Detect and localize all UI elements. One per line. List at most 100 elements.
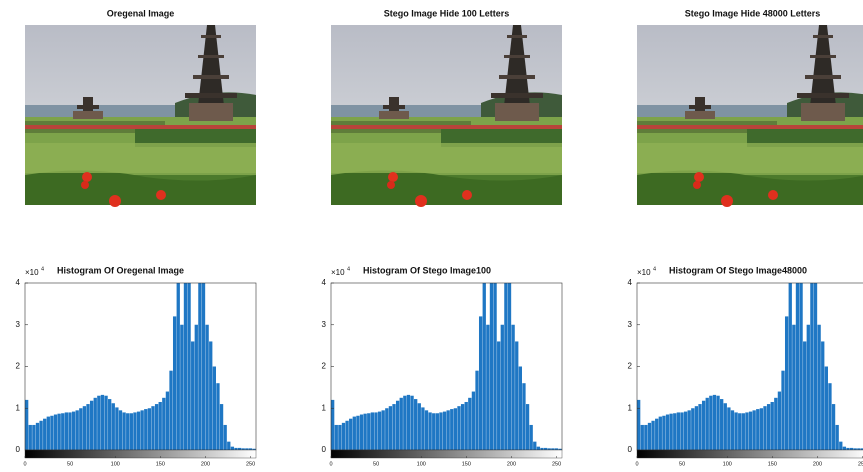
image (25, 25, 256, 207)
histogram-bar (651, 421, 654, 450)
image-title: Stego Image Hide 48000 Letters (685, 8, 821, 18)
histogram-bar (850, 448, 853, 450)
histogram-bar (122, 412, 125, 450)
histogram-bar (331, 400, 334, 450)
histogram-bar (508, 275, 511, 450)
x-tick-label: 200 (507, 461, 516, 467)
histogram-bar (90, 401, 93, 450)
histogram-bar (191, 341, 194, 450)
histogram-bar (234, 448, 237, 450)
histogram-bar (410, 396, 413, 450)
histogram-bar (353, 417, 356, 450)
histogram-bar (454, 408, 457, 450)
y-tick-label: 0 (16, 445, 21, 454)
histogram-bar (86, 404, 89, 450)
histogram-bar (461, 404, 464, 450)
histogram-bar (677, 412, 680, 450)
histogram-bar (378, 412, 381, 450)
histogram-bar (648, 423, 651, 450)
histogram-bar (101, 395, 104, 450)
y-scale-exponent: 4 (653, 266, 656, 272)
histogram-bar (224, 425, 227, 450)
histogram-bar (57, 414, 60, 450)
y-scale-base: ×10 (25, 268, 39, 277)
histogram-bar (97, 396, 100, 450)
histogram-bar (688, 410, 691, 450)
histogram-bar (202, 275, 205, 450)
histogram-bar (713, 395, 716, 450)
histogram-bar (177, 262, 180, 450)
x-tick-label: 50 (373, 461, 379, 467)
histogram-bar (533, 442, 536, 450)
y-tick-label: 2 (322, 362, 327, 371)
y-tick-label: 0 (628, 445, 633, 454)
y-tick-label: 0 (322, 445, 327, 454)
histogram-bar (115, 407, 118, 450)
histogram-bar (778, 392, 781, 450)
histogram-bar (104, 396, 107, 450)
histogram-bar (371, 412, 374, 450)
y-scale-base: ×10 (637, 268, 651, 277)
histogram-bar (753, 410, 756, 450)
histogram-bar (493, 220, 496, 450)
histogram-bar (356, 416, 359, 450)
y-tick-label: 1 (16, 403, 21, 412)
histogram-bar (814, 275, 817, 450)
histogram-bar (537, 447, 540, 450)
histogram-bar (374, 412, 377, 450)
histogram-bar (832, 404, 835, 450)
histogram-bar (447, 410, 450, 450)
histogram-bar (407, 395, 410, 450)
histogram-bar (220, 404, 223, 450)
y-scale-exponent: 4 (41, 266, 44, 272)
histogram-bar (360, 415, 363, 450)
x-tick-label: 150 (156, 461, 165, 467)
histogram-bar (428, 412, 431, 450)
histogram-bar (205, 325, 208, 450)
histogram-bar (155, 404, 158, 450)
histogram-bar (669, 414, 672, 450)
y-tick-label: 3 (16, 320, 21, 329)
chart-title: Histogram Of Oregenal Image (57, 265, 184, 275)
histogram-bar (792, 325, 795, 450)
histogram-bar (195, 325, 198, 450)
histogram-bar (662, 416, 665, 450)
histogram-bar (418, 403, 421, 450)
histogram-bar (198, 241, 201, 450)
y-tick-label: 2 (16, 362, 21, 371)
histogram-bar (389, 406, 392, 450)
histogram-bar (112, 403, 115, 450)
histogram-bar (731, 410, 734, 450)
x-tick-label: 100 (723, 461, 732, 467)
histogram-bar (774, 398, 777, 450)
histogram-bar (166, 392, 169, 450)
histogram-bar (720, 399, 723, 450)
histogram-bar (450, 409, 453, 450)
histogram-bar (349, 419, 352, 450)
histogram-bar (213, 367, 216, 451)
histogram-bar (799, 220, 802, 450)
histogram-bar (745, 412, 748, 450)
colorbar (637, 450, 863, 458)
histogram-bar (659, 417, 662, 450)
histogram-bar (187, 220, 190, 450)
histogram-bar (61, 413, 64, 450)
histogram-bar (706, 398, 709, 450)
histogram-bar (479, 316, 482, 450)
histogram-bar (727, 407, 730, 450)
histogram-bar (238, 448, 241, 450)
x-tick-label: 200 (813, 461, 822, 467)
plot-area (637, 220, 863, 450)
histogram-bar (763, 406, 766, 450)
histogram-bar (526, 404, 529, 450)
histogram-bar (414, 399, 417, 450)
histogram-bar (382, 410, 385, 450)
y-tick-label: 3 (322, 320, 327, 329)
y-tick-label: 4 (16, 278, 21, 287)
histogram-bar (680, 412, 683, 450)
histogram-bar (180, 325, 183, 450)
histogram-bar (43, 419, 46, 450)
